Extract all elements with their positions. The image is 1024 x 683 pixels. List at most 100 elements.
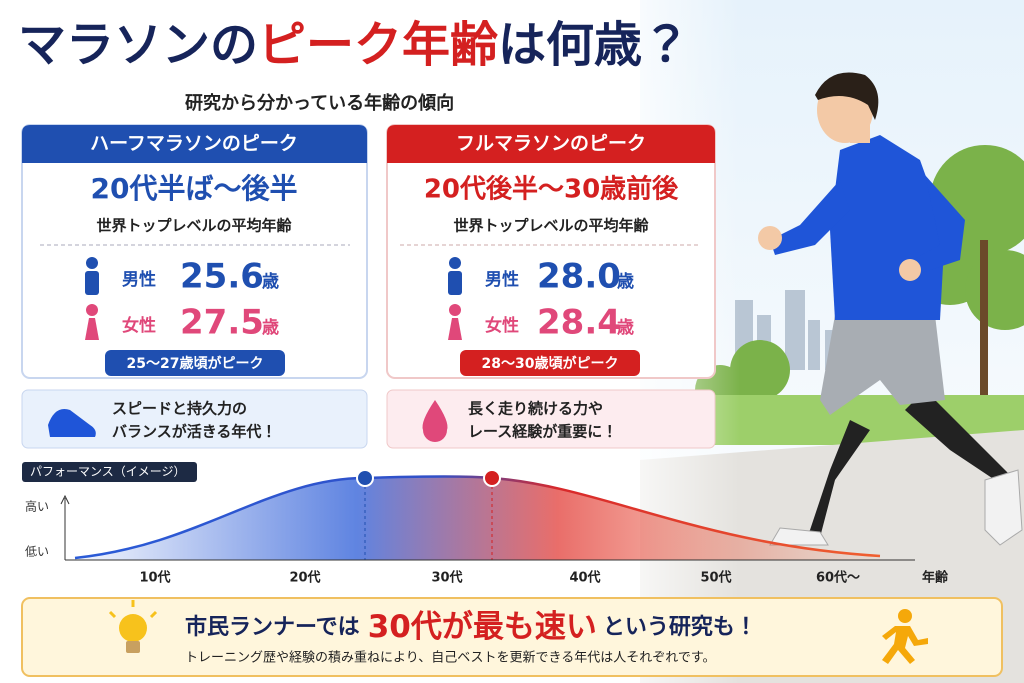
- age-unit: 歳: [262, 271, 279, 292]
- decoration-circle: [730, 340, 790, 400]
- title-part: マラソンの: [18, 17, 258, 73]
- decoration-rect: [85, 271, 99, 295]
- card-range: 20代半ば～後半: [91, 172, 298, 205]
- male-label: 男性: [122, 269, 156, 290]
- female-age: 27.5: [180, 303, 264, 343]
- decoration-path: [75, 476, 880, 560]
- runner-illustration: [758, 72, 1023, 546]
- peak-badge: 28～30歳頃がピーク: [482, 355, 619, 372]
- decoration-rect: [21, 389, 368, 449]
- x-label: 20代: [289, 570, 320, 586]
- age-unit: 歳: [617, 317, 634, 338]
- title-part: は何歳？: [498, 17, 690, 73]
- x-label: 60代～: [816, 570, 860, 586]
- decoration-circle: [86, 304, 98, 316]
- x-labels: 10代 20代 30代 40代 50代 60代～: [139, 570, 860, 586]
- decoration-circle: [449, 304, 461, 316]
- banner-line2: トレーニング歴や経験の積み重ねにより、自己ベストを更新できる年代は人それぞれです…: [185, 650, 716, 666]
- banner-highlight: 30代が最も速い: [368, 609, 597, 645]
- decoration-circle: [449, 257, 461, 269]
- card-range: 20代後半～30歳前後: [424, 174, 679, 205]
- y-low: 低い: [25, 545, 49, 559]
- decoration-path: [815, 72, 879, 120]
- card-note: 世界トップレベルの平均年齢: [96, 217, 292, 235]
- peak-badge: 25～27歳頃がピーク: [127, 355, 264, 372]
- tip-line: レース経験が重要に！: [468, 423, 617, 441]
- card-note: 世界トップレベルの平均年齢: [453, 217, 649, 235]
- decoration-path: [882, 626, 928, 664]
- x-title: 年齢: [922, 570, 949, 586]
- age-unit: 歳: [617, 271, 634, 292]
- decoration-g: [882, 609, 928, 664]
- decoration-g: [108, 600, 158, 619]
- decoration-rect: [21, 597, 1003, 677]
- decoration-g: [85, 304, 99, 340]
- decoration-circle: [119, 614, 147, 642]
- card-full: フルマラソンのピーク 20代後半～30歳前後 世界トップレベルの平均年齢 男性 …: [386, 124, 716, 379]
- curve-label: パフォーマンス（イメージ）: [30, 465, 186, 479]
- decoration-rect: [980, 240, 988, 410]
- x-label: 30代: [431, 570, 462, 586]
- title: マラソンのピーク年齢は何歳？: [18, 17, 690, 73]
- decoration-path: [60, 494, 70, 505]
- tip-line: スピードと持久力の: [112, 400, 247, 418]
- decoration-rect: [785, 290, 805, 370]
- decoration-rect: [105, 350, 285, 376]
- x-label: 50代: [700, 570, 731, 586]
- banner: 市民ランナーでは 30代が最も速い という研究も！ トレーニング歴や経験の積み重ねに…: [21, 597, 1003, 677]
- card-half: ハーフマラソンのピーク 20代半ば～後半 世界トップレベルの平均年齢 男性 25…: [21, 124, 368, 379]
- decoration-path: [770, 180, 850, 255]
- decoration-g: [448, 304, 462, 340]
- decoration-g: [448, 257, 462, 295]
- decoration-path: [769, 527, 829, 546]
- decoration-circle: [899, 259, 921, 281]
- decoration-circle: [965, 250, 1024, 330]
- card-header: ハーフマラソンのピーク: [90, 133, 298, 155]
- tip-line: 長く走り続ける力や: [468, 400, 603, 418]
- decoration-circle: [758, 226, 782, 250]
- decoration-path: [912, 175, 965, 275]
- decoration-rect: [126, 641, 140, 653]
- subtitle: 研究から分かっている年齢の傾向: [185, 92, 454, 114]
- decoration-path: [905, 390, 1010, 480]
- banner-part: 市民ランナーでは: [185, 614, 360, 640]
- decoration-path: [74, 475, 881, 560]
- decoration-line: [149, 610, 158, 619]
- banner-part: という研究も！: [603, 614, 757, 640]
- decoration-circle: [483, 469, 501, 487]
- decoration-g: [85, 257, 99, 295]
- decoration-path: [448, 318, 462, 340]
- decoration-path: [800, 420, 870, 545]
- decoration-path: [422, 400, 448, 442]
- tip-line: バランスが活きる年代！: [112, 423, 276, 441]
- decoration-rect: [448, 271, 462, 295]
- decoration-rect: [386, 389, 716, 449]
- decoration-path: [387, 125, 715, 163]
- decoration-path: [22, 125, 367, 163]
- x-label: 40代: [569, 570, 600, 586]
- decoration-rect: [22, 462, 197, 482]
- male-age: 25.6: [180, 257, 264, 297]
- x-label: 10代: [139, 570, 170, 586]
- male-age: 28.0: [537, 257, 621, 297]
- decoration-rect: [808, 320, 820, 370]
- female-label: 女性: [485, 315, 519, 336]
- card-header: フルマラソンのピーク: [456, 133, 646, 155]
- title-highlight: ピーク年齢: [258, 17, 498, 73]
- decoration-path: [48, 409, 96, 437]
- decoration-path: [984, 469, 1023, 546]
- tip-full: 長く走り続ける力や レース経験が重要に！: [386, 389, 716, 449]
- decoration-path: [85, 318, 99, 340]
- decoration-circle: [898, 609, 912, 623]
- tip-half: スピードと持久力の バランスが活きる年代！: [21, 389, 368, 449]
- y-high: 高い: [25, 500, 49, 514]
- decoration-rect: [460, 350, 640, 376]
- decoration-path: [820, 315, 945, 415]
- decoration-line: [108, 610, 117, 619]
- female-age: 28.4: [537, 303, 621, 343]
- decoration-circle: [356, 469, 374, 487]
- age-unit: 歳: [262, 317, 279, 338]
- female-label: 女性: [122, 315, 156, 336]
- banner-line1: 市民ランナーでは 30代が最も速い という研究も！: [185, 609, 757, 645]
